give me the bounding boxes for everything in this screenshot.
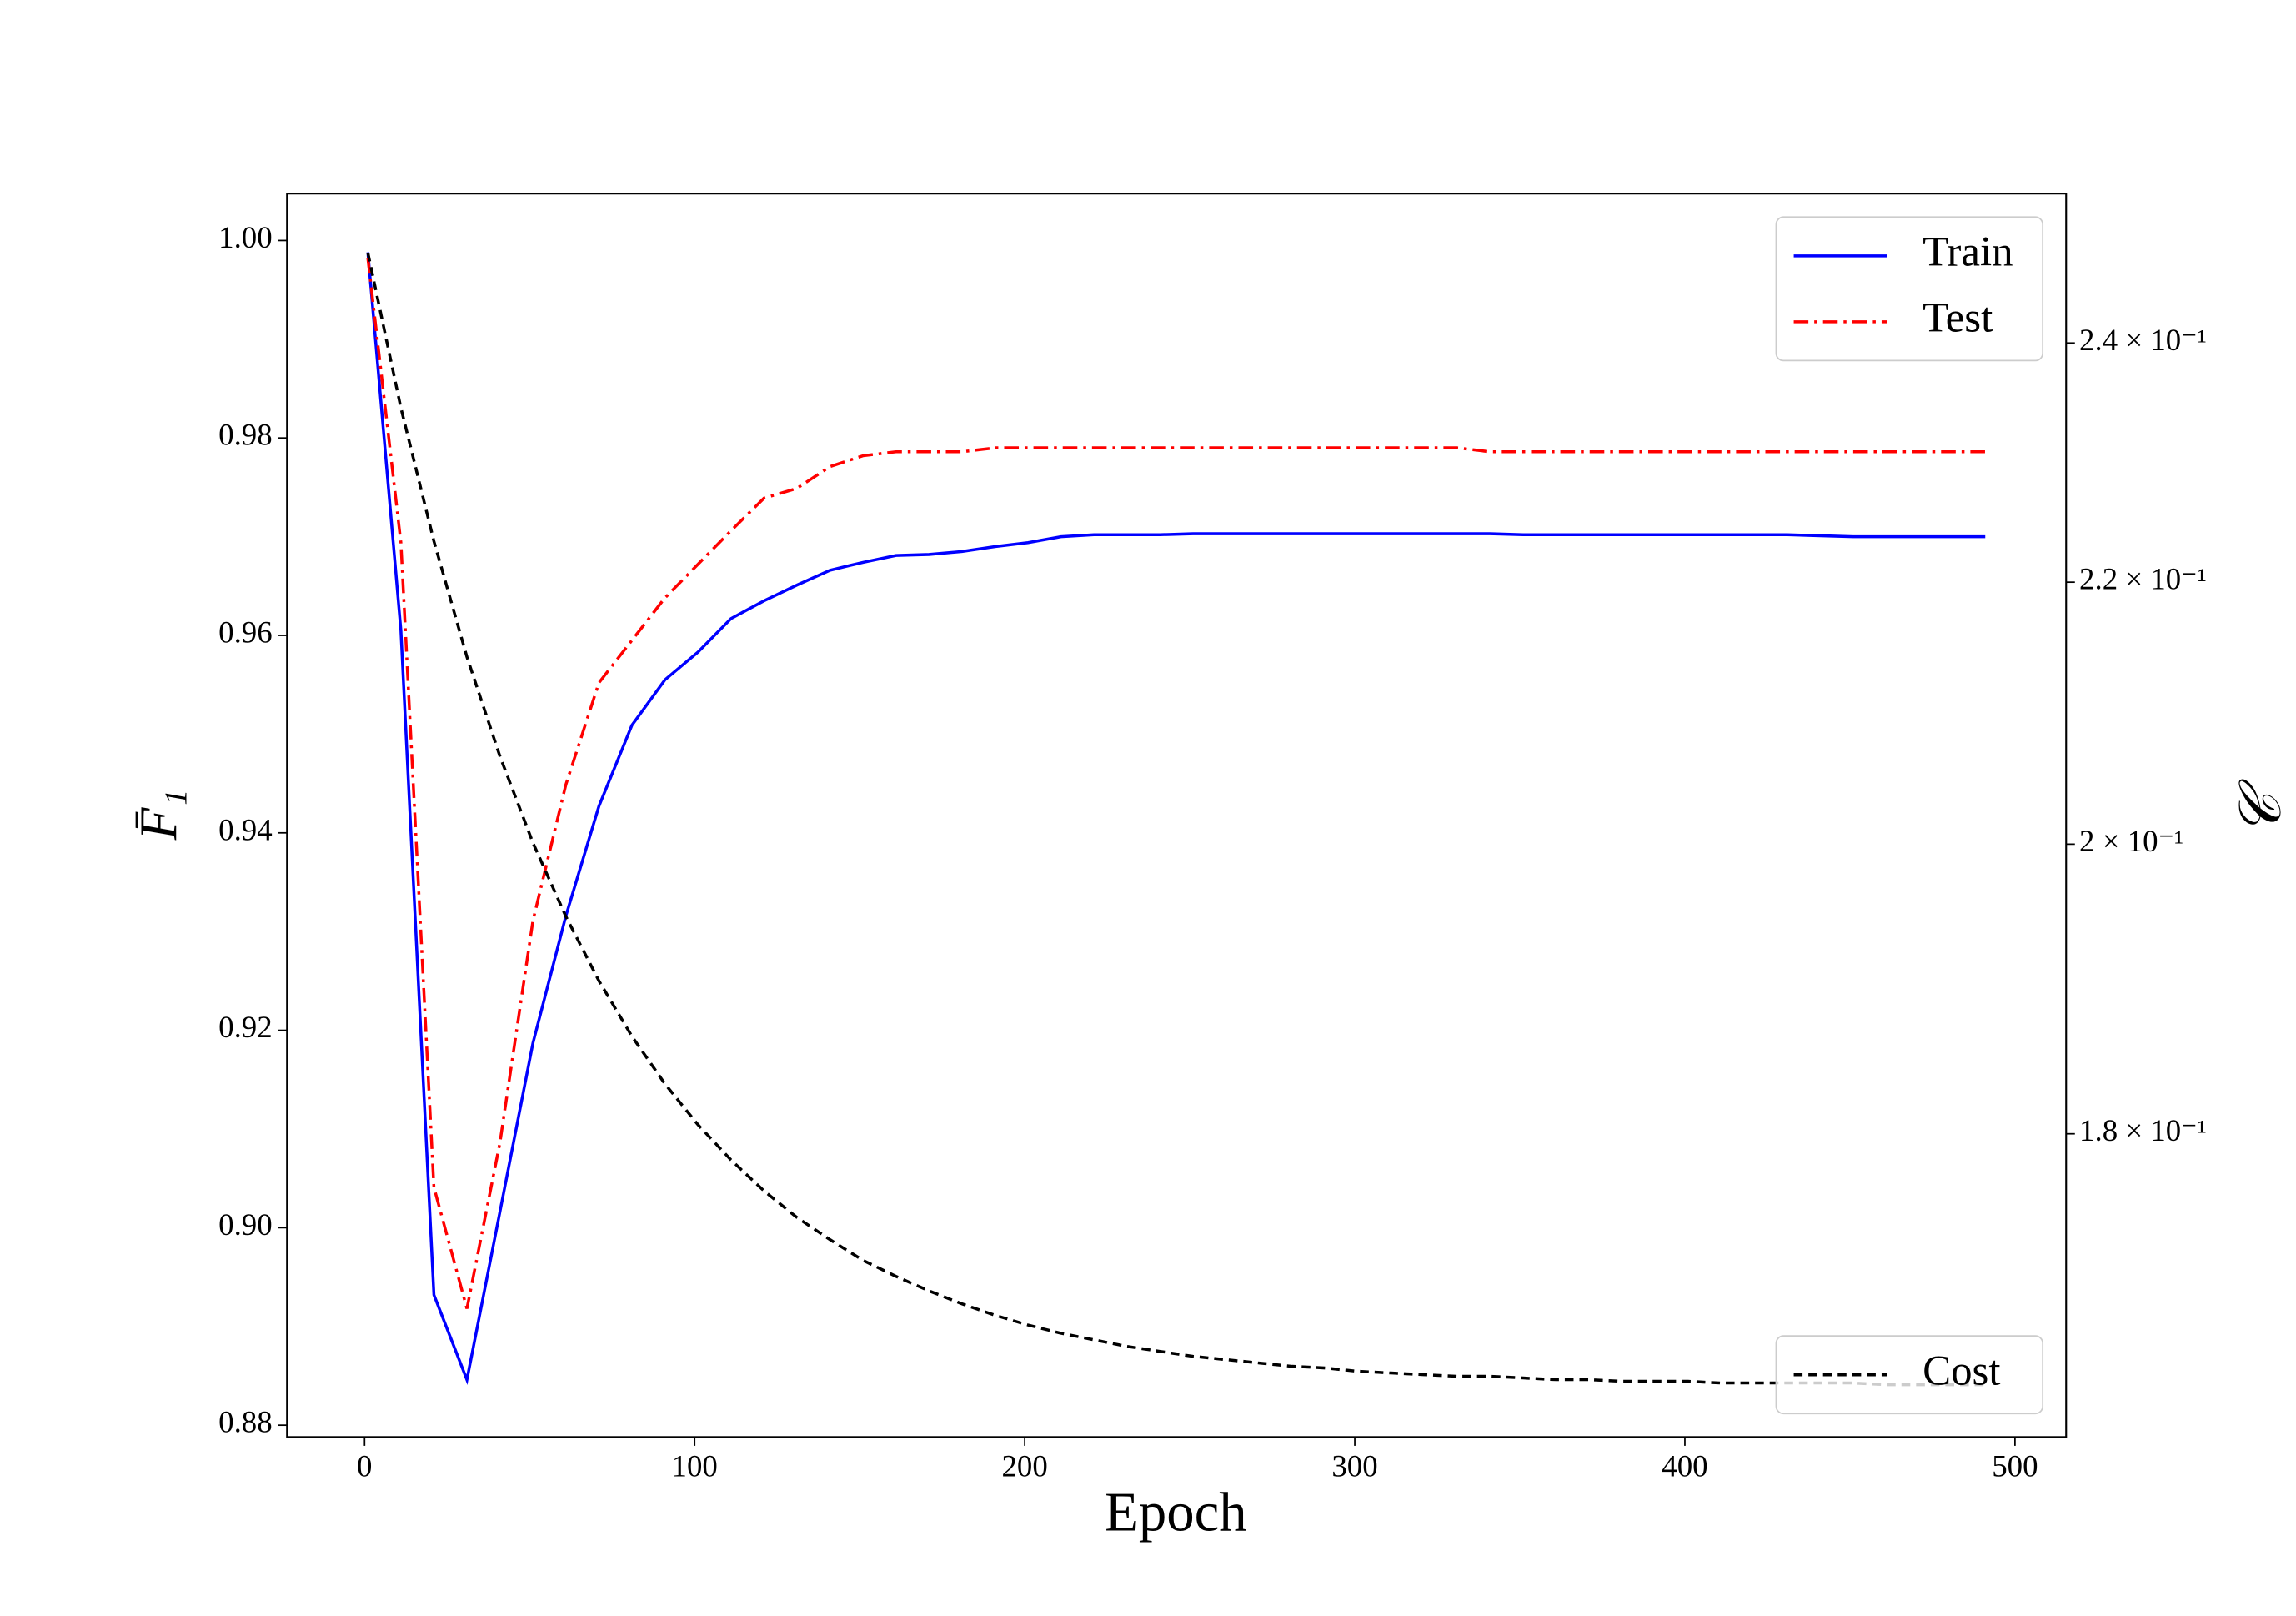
y-tick-label: 1.00 [218,220,273,254]
y-tick-label: 0.90 [218,1207,273,1242]
plot-frame [286,193,2068,1438]
data-line [366,252,1986,1385]
x-tick-label: 400 [1662,1448,1707,1483]
legend-label: Cost [1923,1348,2000,1394]
data-line [366,258,1986,1309]
legend-label: Test [1923,295,1993,342]
x-tick-label: 0 [357,1448,372,1483]
y-tick-label: 0.92 [218,1010,273,1044]
y2-tick-label: 1.8 × 10⁻¹ [2079,1113,2207,1147]
x-tick-label: 200 [1001,1448,1047,1483]
x-tick-label: 500 [1992,1448,2038,1483]
y-tick-label: 0.88 [218,1405,273,1439]
y-tick-label: 0.94 [218,812,273,846]
y2-tick-label: 2 × 10⁻¹ [2079,824,2183,858]
x-tick-label: 100 [672,1448,718,1483]
y-tick-label: 0.96 [218,615,273,649]
x-tick-label: 300 [1331,1448,1377,1483]
legend-label: Train [1923,229,2013,276]
legend-box [1775,1335,2044,1415]
y-tick-label: 0.98 [218,418,273,452]
y2-tick-label: 2.2 × 10⁻¹ [2079,562,2207,596]
legend-box [1775,216,2044,362]
data-line [366,252,1986,1387]
y2-tick-label: 2.4 × 10⁻¹ [2079,323,2207,357]
x-axis-label: Epoch [1105,1482,1247,1543]
y-axis-label: F̄₁ [129,790,188,841]
